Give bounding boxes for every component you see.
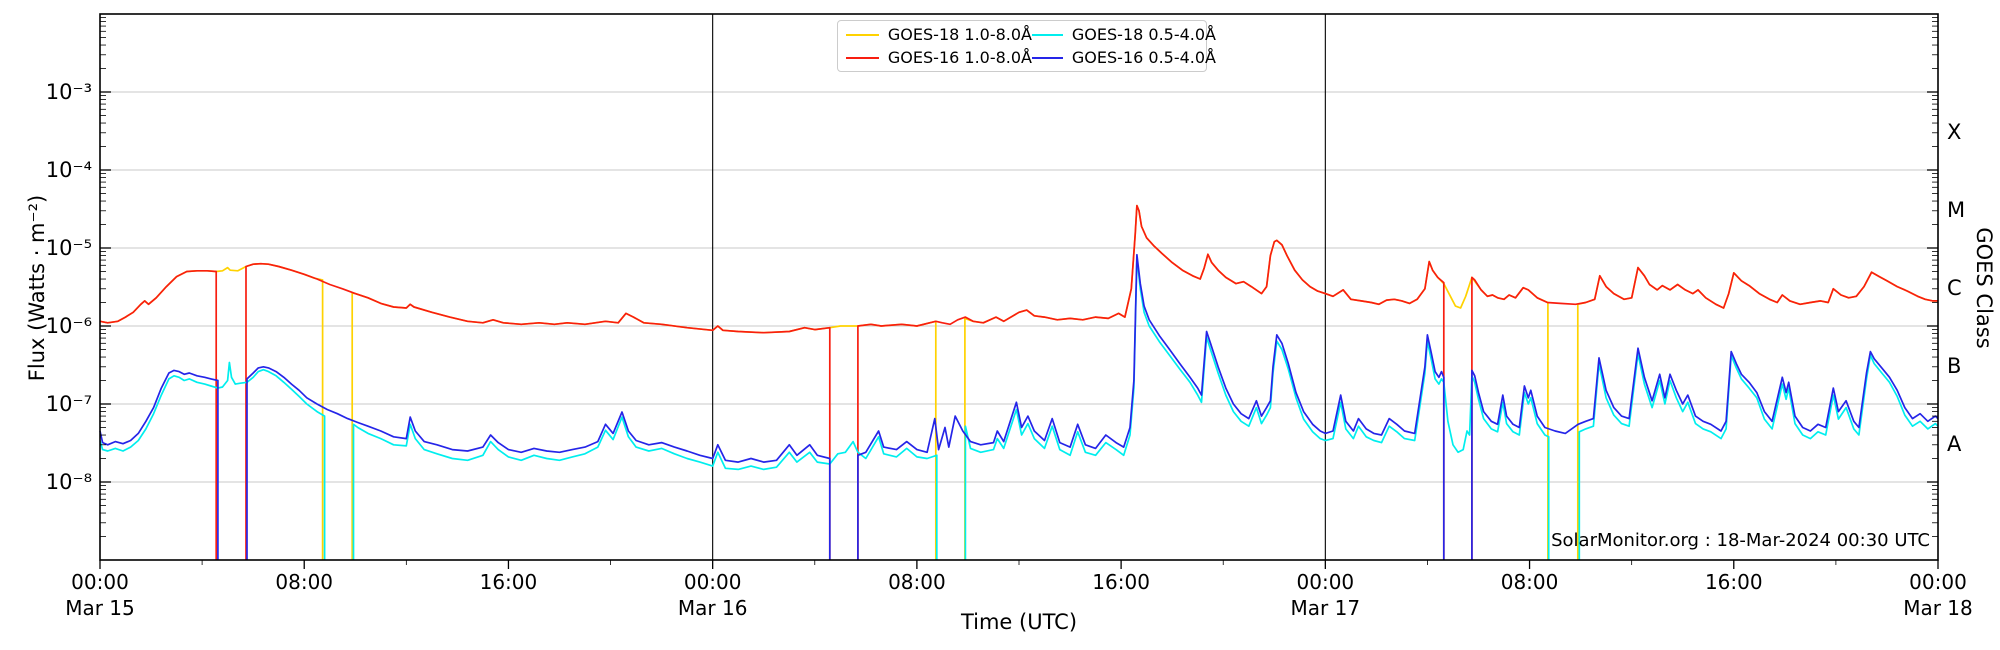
y-tick-label: 10⁻⁴ (46, 158, 92, 182)
day-label: Mar 16 (678, 596, 748, 620)
y-tick-label: 10⁻⁶ (46, 314, 92, 338)
goes16-short-line-swatch (1032, 56, 1063, 59)
day-label: Mar 17 (1291, 596, 1361, 620)
x-tick-label: 08:00 (1501, 570, 1559, 594)
series-line-goes16_long (857, 204, 1445, 560)
legend-entry-goes18-short: GOES-18 0.5-4.0Å (1032, 25, 1216, 44)
x-tick-label: 00:00 (684, 570, 742, 594)
goes-class-label: A (1947, 432, 1962, 456)
legend-label: GOES-18 0.5-4.0Å (1071, 25, 1216, 44)
x-tick-label: 08:00 (275, 570, 333, 594)
x-tick-label: 16:00 (1092, 570, 1150, 594)
series-line-goes16_short (857, 253, 1445, 560)
goes-class-label: B (1947, 354, 1961, 378)
day-label: Mar 18 (1903, 596, 1973, 620)
legend-label: GOES-16 1.0-8.0Å (887, 48, 1032, 67)
legend-label: GOES-18 1.0-8.0Å (887, 25, 1032, 44)
right-axis-title: GOES Class (1972, 227, 1996, 349)
goes18-short-line-swatch (1032, 33, 1063, 36)
y-tick-label: 10⁻⁸ (46, 470, 92, 494)
x-tick-label: 16:00 (480, 570, 538, 594)
x-tick-label: 00:00 (71, 570, 129, 594)
legend-entry-goes16-long: GOES-16 1.0-8.0Å (846, 48, 1032, 67)
goes-class-label: X (1947, 120, 1961, 144)
x-tick-label: 00:00 (1297, 570, 1355, 594)
x-tick-label: 08:00 (888, 570, 946, 594)
legend-label: GOES-16 0.5-4.0Å (1071, 48, 1216, 67)
series-line-goes16_short (99, 369, 219, 560)
series-line-goes16_short (1471, 347, 1939, 560)
series-line-goes18_short (352, 416, 938, 560)
series-line-goes16_long (99, 269, 218, 560)
x-axis-title: Time (UTC) (960, 610, 1078, 634)
x-tick-label: 00:00 (1909, 570, 1967, 594)
legend-entry-goes16-short: GOES-16 0.5-4.0Å (1032, 48, 1216, 67)
series-line-goes16_long (1471, 266, 1938, 560)
goes-class-label: C (1947, 276, 1962, 300)
watermark-text: SolarMonitor.org : 18-Mar-2024 00:30 UTC (1551, 530, 1930, 551)
legend-entry-goes18-long: GOES-18 1.0-8.0Å (846, 25, 1032, 44)
series-line-goes18_long (99, 262, 324, 560)
series-line-goes16_long (245, 262, 831, 560)
day-label: Mar 15 (65, 596, 135, 620)
x-tick-label: 16:00 (1705, 570, 1763, 594)
series-line-goes18_long (1576, 266, 1938, 560)
series-line-goes18_short (964, 256, 1550, 560)
y-tick-label: 10⁻⁵ (46, 236, 92, 260)
series-line-goes18_short (99, 361, 326, 560)
y-tick-label: 10⁻³ (46, 80, 92, 104)
goes18-long-line-swatch (846, 33, 879, 36)
y-axis-title: Flux (Watts · m⁻²) (25, 194, 49, 382)
series-line-goes18_long (351, 292, 937, 560)
legend: GOES-18 1.0-8.0Å GOES-16 1.0-8.0Å GOES-1… (837, 20, 1216, 72)
series-line-goes16_short (246, 365, 831, 560)
goes16-long-line-swatch (846, 56, 879, 59)
goes-class-label: M (1947, 198, 1965, 222)
plot-border (99, 13, 1939, 561)
series-line-goes18_long (964, 204, 1549, 560)
y-tick-label: 10⁻⁷ (46, 392, 92, 416)
